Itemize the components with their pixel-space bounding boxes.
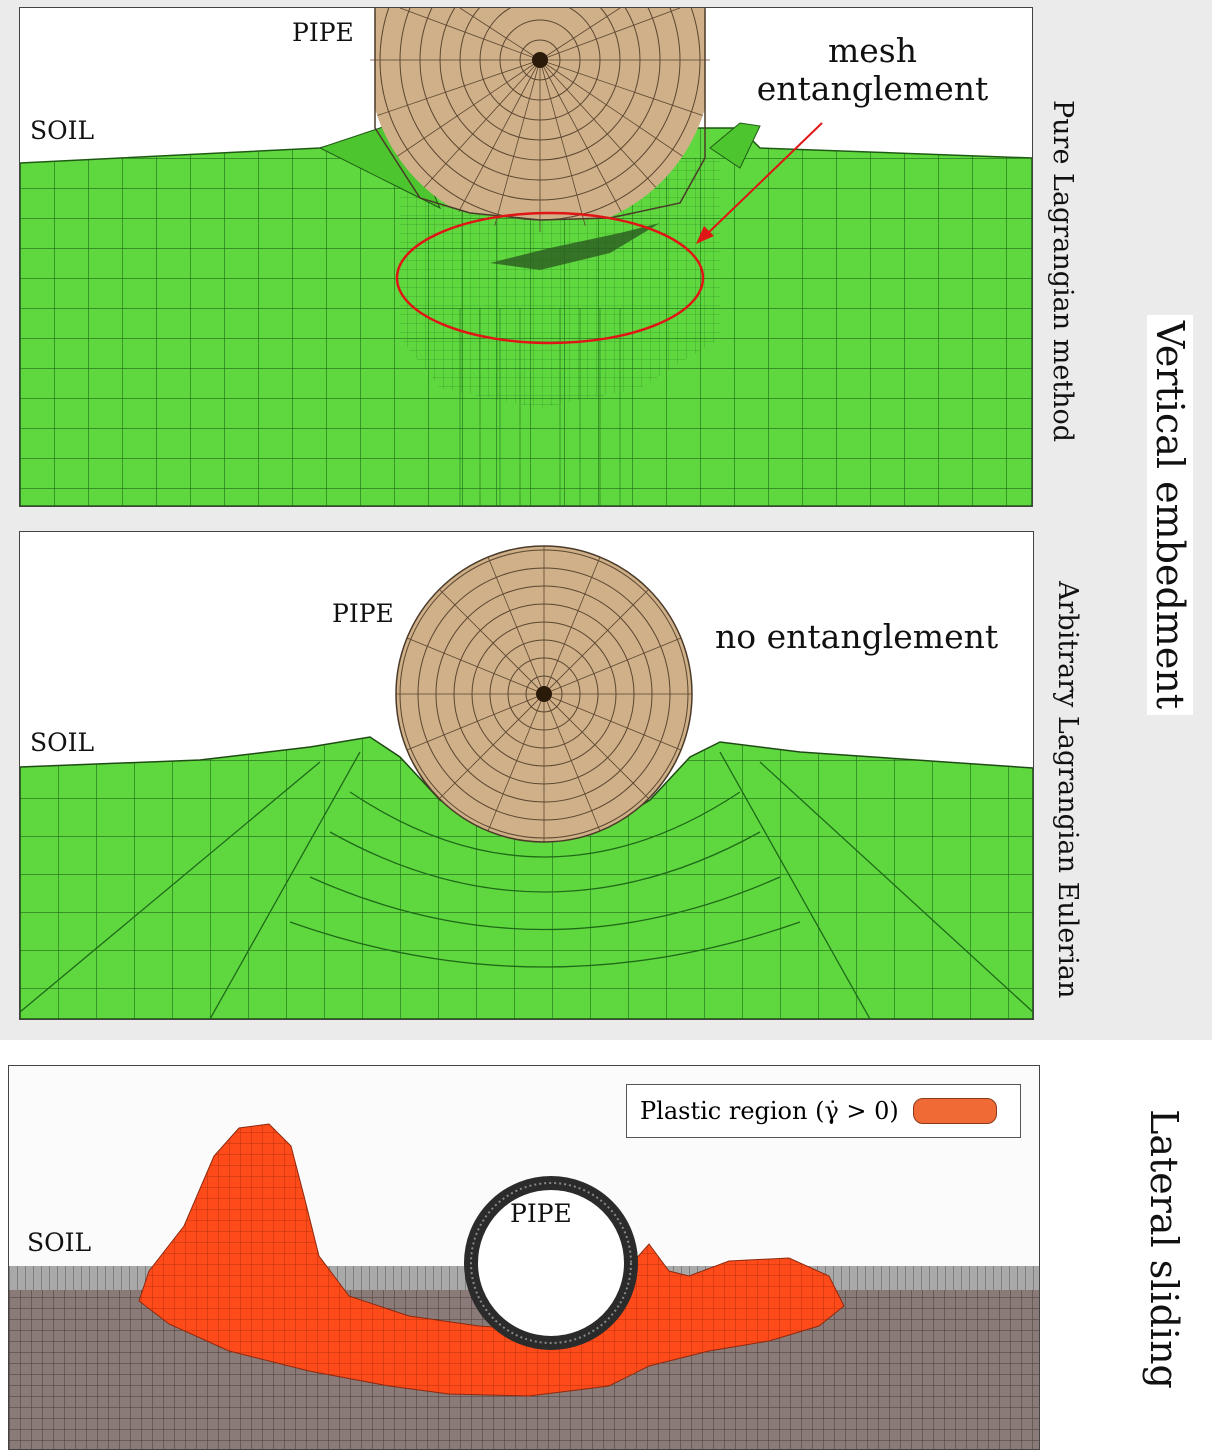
panel2-mesh [20, 545, 1033, 1019]
panel1-method-label: Pure Lagrangian method [1047, 100, 1078, 443]
panel1-pipe-label: PIPE [292, 18, 354, 47]
panel2-method-label: Arbitrary Lagrangian Eulerian [1052, 581, 1083, 999]
mesh-entanglement-label: mesh entanglement [756, 31, 989, 108]
panel-ale: PIPE SOIL no entanglement [19, 531, 1034, 1020]
panel-lateral-sliding: PIPE SOIL Plastic region (γ̇ > 0) [8, 1065, 1040, 1450]
panel3-soil-label: SOIL [27, 1228, 92, 1257]
panel3-pipe-label: PIPE [510, 1199, 572, 1228]
vertical-embedment-label: Vertical embedment [1147, 315, 1193, 715]
entanglement-ellipse [395, 211, 705, 345]
no-entanglement-label: no entanglement [715, 617, 999, 656]
panel1-pipe [369, 8, 711, 232]
panel2-pipe [396, 546, 692, 842]
lateral-sliding-label: Lateral sliding [1142, 1109, 1186, 1389]
entanglement-arrow [704, 122, 823, 237]
legend-swatch [912, 1098, 997, 1124]
legend-label: Plastic region (γ̇ > 0) [640, 1097, 899, 1125]
plastic-legend: Plastic region (γ̇ > 0) [626, 1084, 1021, 1138]
panel-pure-lagrangian: PIPE SOIL mesh entanglement [19, 7, 1033, 507]
panel2-soil-label: SOIL [30, 728, 95, 757]
plastic-region [138, 1123, 845, 1397]
panel1-soil-label: SOIL [30, 116, 95, 145]
panel1-mesh [20, 8, 1032, 506]
panel2-pipe-label: PIPE [332, 599, 394, 628]
